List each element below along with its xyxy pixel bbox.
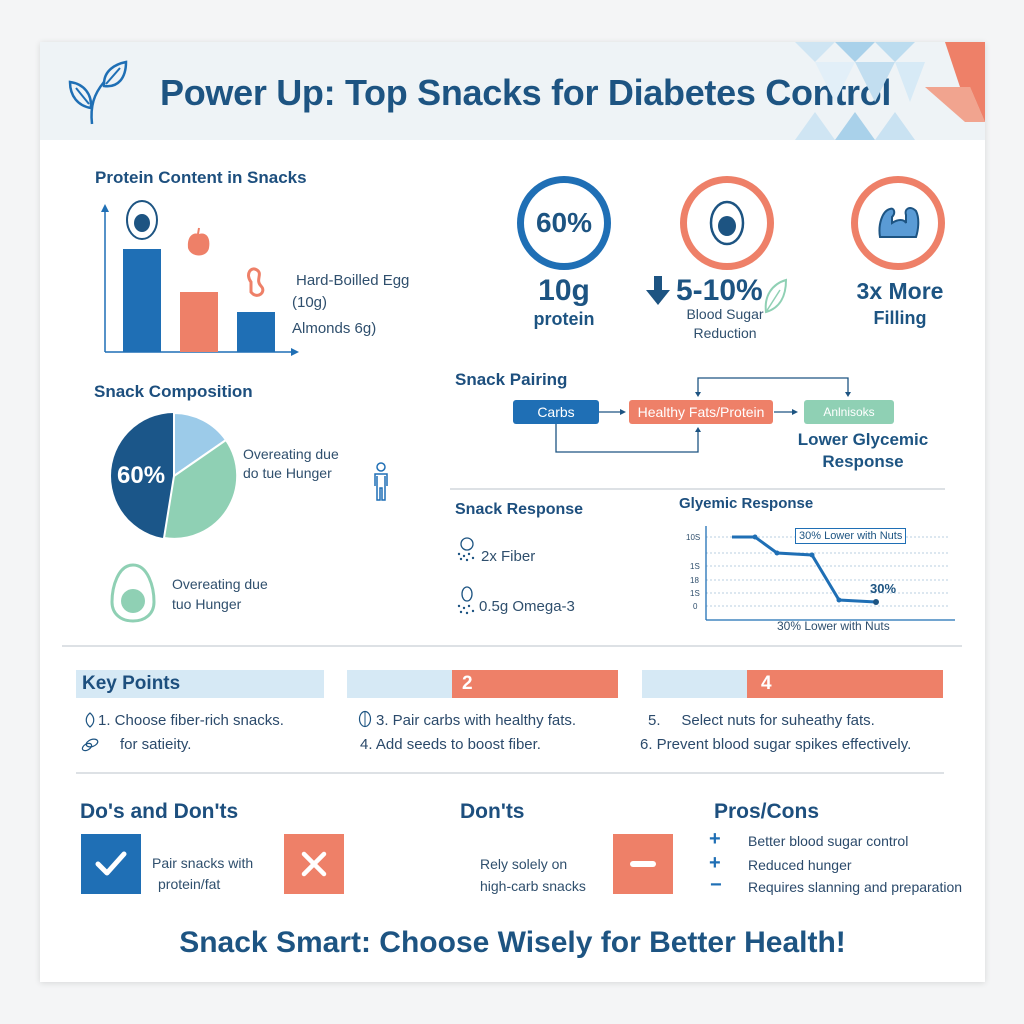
divider xyxy=(62,645,962,647)
key-point-4: 4. Add seeds to boost fiber. xyxy=(360,736,541,753)
glycemic-chart-title: Glyemic Response xyxy=(679,495,814,512)
composition-pie-chart xyxy=(111,412,239,540)
dont-text-line2: high-carb snacks xyxy=(480,878,586,894)
plus-icon: + xyxy=(709,828,721,850)
con-item-1: Requires slanning and preparation xyxy=(748,879,963,895)
key-point-1: 1. Choose fiber-rich snacks. xyxy=(98,712,284,729)
person-icon xyxy=(374,462,388,501)
badge-number: 4 xyxy=(761,673,772,694)
composition-title: Snack Composition xyxy=(94,382,253,401)
y-tick: 0 xyxy=(693,602,698,611)
do-text-line2: protein/fat xyxy=(158,876,221,892)
composition-legend-1-line2: do tue Hunger xyxy=(243,465,332,481)
do-text-line1: Pair snacks with xyxy=(152,855,254,871)
leaf-sprout-icon xyxy=(68,60,128,125)
protein-bar-chart xyxy=(101,200,299,356)
key-points-badge-2: 2 xyxy=(452,670,618,698)
egg-icon xyxy=(709,200,745,246)
stat-blood-sugar-label-2: Reduction xyxy=(693,325,757,341)
y-tick: 1S xyxy=(690,589,700,598)
glycemic-annotation-value: 30% xyxy=(870,581,897,596)
glycemic-x-label: 30% Lower with Nuts xyxy=(777,619,890,633)
stat-blood-sugar-label-1: Blood Sugar xyxy=(686,306,764,322)
key-points-header: Key Points xyxy=(76,670,324,698)
key-point-1-cont: for satieity. xyxy=(120,736,192,753)
avocado-icon xyxy=(110,563,156,623)
page-title: Power Up: Top Snacks for Diabetes Contro… xyxy=(160,72,892,113)
key-points-bar-light xyxy=(347,670,452,698)
key-point-3: 3. Pair carbs with healthy fats. xyxy=(376,712,577,729)
key-point-6: 6. Prevent blood sugar spikes effectivel… xyxy=(640,736,912,753)
donts-title: Don'ts xyxy=(460,800,525,823)
seed-icon xyxy=(457,586,475,615)
stat-blood-sugar-value: 5-10% xyxy=(676,274,763,307)
do-check-tile xyxy=(81,834,141,894)
almond-icon xyxy=(358,710,372,728)
stat-ring-protein-text: 60% xyxy=(535,207,593,238)
stat-protein-label: protein xyxy=(533,309,595,329)
arrow-down-icon xyxy=(646,276,670,305)
dont-x-tile xyxy=(284,834,344,894)
badge-number: 2 xyxy=(462,673,473,694)
footer-tagline: Snack Smart: Choose Wisely for Better He… xyxy=(179,926,846,959)
protein-label-egg-value: (10g) xyxy=(292,294,328,311)
bell-pepper-icon xyxy=(187,227,210,256)
y-tick: 10S xyxy=(686,533,700,542)
stat-filling-label: Filling xyxy=(873,308,927,328)
y-tick: 1S xyxy=(690,562,700,571)
egg-icon xyxy=(126,200,158,240)
pro-item-1: Better blood sugar control xyxy=(748,833,909,849)
geometric-decoration xyxy=(795,42,985,140)
seed-icon xyxy=(457,537,475,562)
checkmark-icon xyxy=(95,851,127,876)
key-points-bar-light xyxy=(642,670,747,698)
stat-ring-protein: 60% xyxy=(517,176,611,270)
stat-ring-filling xyxy=(851,176,945,270)
pairing-result-line1: Lower Glycemic xyxy=(797,430,929,449)
composition-legend-2-line1: Overeating due xyxy=(172,576,268,592)
flow-box-carbs: Carbs xyxy=(513,400,599,424)
protein-chart-title: Protein Content in Snacks xyxy=(95,168,307,187)
key-points-badge-4: 4 xyxy=(747,670,943,698)
leaf-icon xyxy=(85,712,95,728)
key-point-5: 5. Select nuts for suheathy fats. xyxy=(648,712,875,729)
header-banner: Power Up: Top Snacks for Diabetes Contro… xyxy=(40,42,985,140)
y-tick: 18 xyxy=(690,576,699,585)
composition-legend-2-line2: tuo Hunger xyxy=(172,596,242,612)
dont-text-line1: Rely solely on xyxy=(480,856,568,872)
pairing-result-line2: Response xyxy=(822,452,904,471)
protein-label-egg: Hard-Boilled Egg xyxy=(296,272,410,289)
minus-icon: − xyxy=(710,874,722,896)
pairing-flow-arrows xyxy=(555,377,851,453)
dos-donts-title: Do's and Don'ts xyxy=(80,800,239,823)
composition-legend-1-line1: Overeating due xyxy=(243,446,339,462)
stat-filling-value: 3x More xyxy=(856,278,944,304)
pros-cons-title: Pros/Cons xyxy=(714,800,820,823)
response-title: Snack Response xyxy=(455,501,584,518)
flexed-arm-icon xyxy=(878,207,920,238)
divider xyxy=(76,772,944,774)
protein-label-almonds: Almonds 6g) xyxy=(292,320,377,337)
minus-icon xyxy=(630,861,656,867)
pairing-title: Snack Pairing xyxy=(455,370,568,389)
pro-item-2: Reduced hunger xyxy=(748,857,852,873)
flow-box-healthy-fats: Healthy Fats/Protein xyxy=(629,400,773,424)
divider xyxy=(450,488,945,490)
flow-box-result: Anlnisoks xyxy=(804,400,894,424)
response-item-omega: 0.5g Omega-3 xyxy=(479,598,575,615)
pie-label: 60% xyxy=(117,462,166,489)
glycemic-annotation-box: 30% Lower with Nuts xyxy=(795,528,907,544)
response-item-fiber: 2x Fiber xyxy=(481,548,536,565)
leaf-icon xyxy=(764,278,788,314)
plus-icon: + xyxy=(709,852,721,874)
stat-protein-value: 10g xyxy=(538,274,590,307)
cashew-icon xyxy=(247,267,265,297)
stat-ring-blood-sugar xyxy=(680,176,774,270)
x-icon xyxy=(301,851,327,877)
seeds-icon xyxy=(81,738,99,752)
infographic-card: Power Up: Top Snacks for Diabetes Contro… xyxy=(40,42,985,982)
key-points-title: Key Points xyxy=(82,673,181,694)
dont-minus-tile xyxy=(613,834,673,894)
